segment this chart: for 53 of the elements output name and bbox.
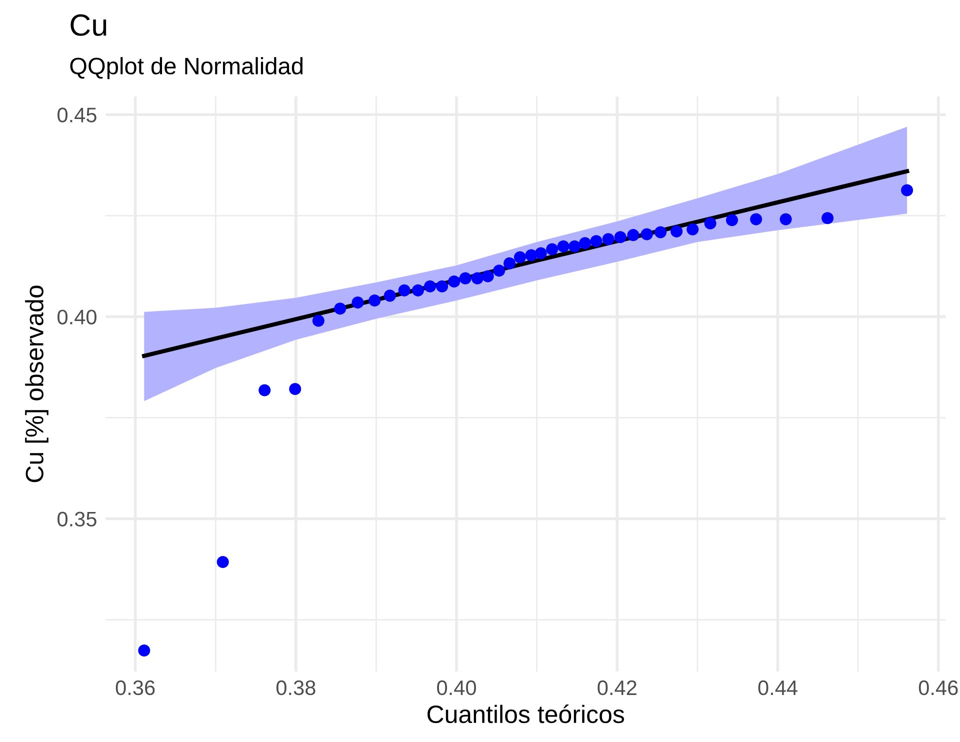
point	[654, 226, 667, 238]
point	[138, 644, 150, 657]
point	[726, 214, 738, 226]
point	[534, 247, 547, 260]
y-axis-title: Cu [%] observado	[25, 286, 48, 482]
point	[901, 184, 914, 196]
point	[384, 290, 396, 302]
point	[352, 296, 364, 309]
point	[514, 251, 526, 264]
y-tick-label: 0.35	[58, 512, 96, 527]
point	[412, 284, 424, 296]
point	[258, 384, 271, 396]
point	[590, 235, 602, 248]
point	[640, 228, 653, 240]
point	[459, 272, 472, 284]
point	[471, 272, 484, 284]
point	[568, 240, 581, 252]
point	[504, 257, 516, 270]
y-tick-label: 0.40	[58, 310, 96, 324]
x-tick-label: 0.40	[437, 680, 476, 696]
point	[579, 237, 592, 250]
point	[493, 264, 506, 277]
point	[482, 270, 494, 282]
point	[780, 213, 792, 226]
point	[289, 383, 302, 396]
line-series	[142, 169, 910, 358]
point	[368, 294, 381, 307]
x-tick-label: 0.44	[758, 680, 798, 696]
chart-subtitle: QQplot de Normalidad	[70, 57, 303, 80]
point	[557, 240, 570, 252]
point	[312, 314, 324, 327]
point	[750, 213, 762, 226]
point	[424, 280, 436, 292]
point	[627, 229, 640, 242]
point	[546, 243, 558, 256]
x-tick-label: 0.42	[598, 680, 636, 696]
point	[448, 276, 460, 288]
chart-title: Cu	[70, 14, 106, 36]
x-tick-label: 0.38	[276, 680, 316, 696]
point	[334, 302, 346, 315]
point	[436, 280, 448, 292]
y-tick-label: 0.45	[58, 108, 96, 122]
x-axis-title: Cuantilos teóricos	[428, 704, 624, 724]
point	[602, 233, 614, 246]
point	[704, 217, 716, 230]
point	[216, 556, 229, 568]
x-tick-label: 0.46	[918, 680, 958, 696]
point	[670, 225, 683, 238]
point	[686, 223, 699, 236]
point	[614, 231, 626, 244]
x-tick-label: 0.36	[116, 680, 155, 696]
point	[398, 284, 410, 296]
point	[822, 212, 834, 224]
